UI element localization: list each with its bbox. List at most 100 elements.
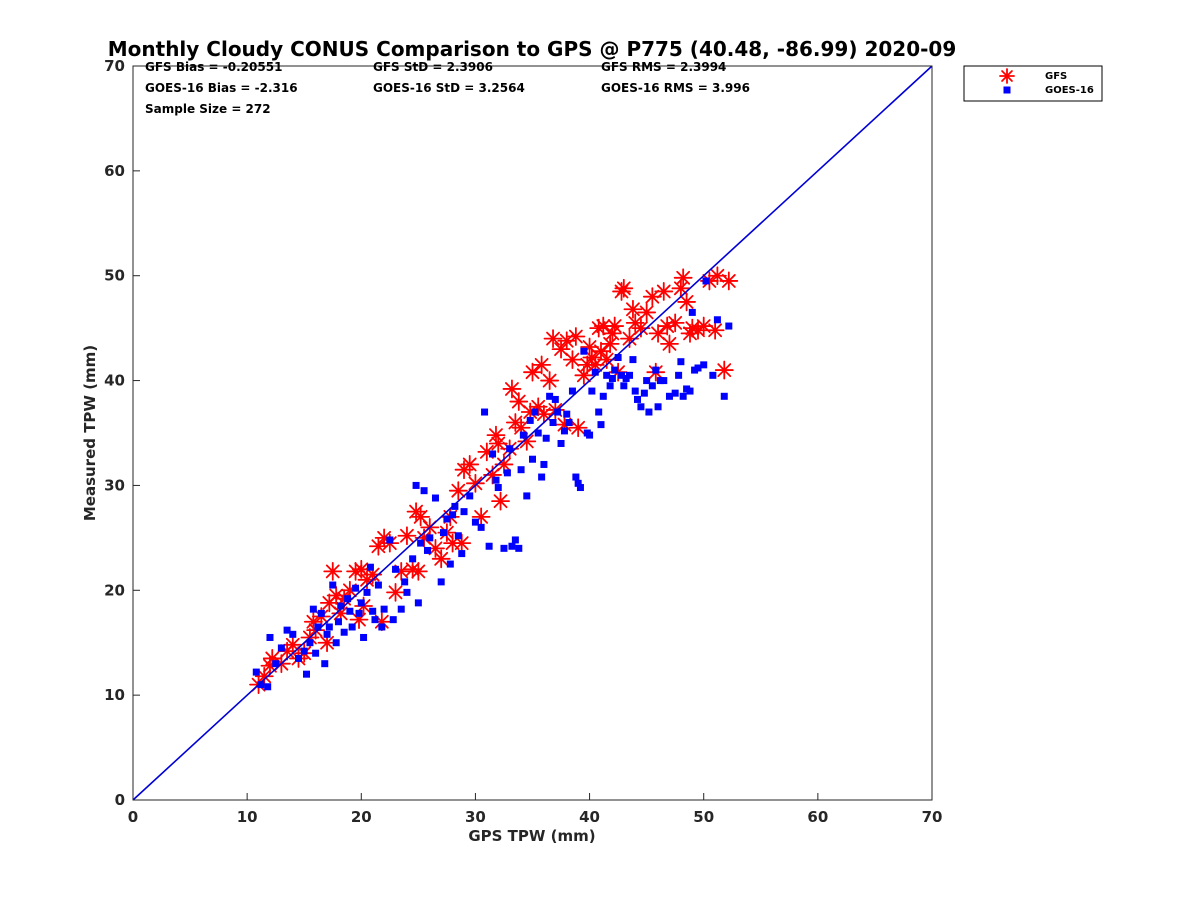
gfs-point-102 (665, 313, 685, 333)
goes16-point-110 (618, 371, 626, 379)
goes16-point-90 (560, 427, 568, 435)
gfs-point-95 (637, 303, 657, 322)
goes16-point-69 (500, 544, 508, 552)
gfs-point-73 (563, 350, 582, 370)
goes16-point-61 (466, 492, 474, 500)
y-tick-label-3: 30 (104, 476, 125, 494)
gfs-point-54 (491, 491, 510, 511)
goes16-point-127 (671, 389, 679, 397)
gfs-point-90 (614, 278, 634, 298)
goes16-point-60 (460, 508, 468, 516)
goes16-point-48 (420, 487, 428, 495)
gfs-point-98 (648, 323, 668, 343)
goes16-point-22 (337, 602, 345, 610)
goes16-point-114 (629, 356, 637, 364)
gfs-point-48 (466, 473, 485, 493)
one-to-one-reference-line (132, 65, 933, 801)
goes16-point-132 (686, 387, 694, 395)
gfs-point-67 (540, 371, 560, 390)
goes16-point-29 (357, 599, 365, 607)
goes16-point-11 (306, 639, 314, 647)
goes16-point-70 (503, 469, 511, 477)
goes16-point-130 (679, 392, 687, 400)
x-tick-label-5: 50 (693, 808, 714, 826)
gfs-point-109 (694, 316, 714, 336)
goes16-point-0 (252, 668, 260, 676)
goes16-point-136 (700, 361, 708, 369)
legend-label-goes16: GOES-16 (1045, 85, 1094, 96)
legend-gfs-asterisk (999, 68, 1015, 84)
goes16-point-85 (546, 392, 554, 400)
goes16-point-137 (702, 277, 710, 285)
goes16-point-64 (481, 408, 489, 416)
goes16-point-46 (414, 599, 422, 607)
goes16-point-33 (369, 607, 377, 615)
goes16-point-78 (526, 416, 534, 424)
goes16-point-139 (713, 316, 721, 324)
gfs-point-82 (591, 341, 611, 361)
goes16-point-17 (323, 630, 331, 638)
goes16-point-5 (277, 644, 285, 652)
goes16-point-8 (295, 654, 303, 662)
goes16-point-73 (511, 536, 519, 544)
y-axis-label: Measured TPW (mm) (81, 345, 99, 521)
goes16-point-113 (626, 371, 634, 379)
goes16-point-141 (725, 322, 733, 330)
y-tick-label-4: 40 (104, 372, 125, 390)
y-tick-label-1: 10 (104, 686, 125, 704)
goes16-point-30 (360, 633, 368, 641)
goes16-point-68 (494, 484, 502, 492)
gfs-point-6 (283, 635, 303, 655)
goes16-point-58 (454, 532, 462, 540)
goes16-point-84 (542, 434, 550, 442)
goes16-point-117 (637, 403, 645, 411)
gfs-point-114 (719, 271, 739, 291)
stat-gfs-bias: GFS Bias = -0.20551 (145, 60, 282, 74)
gfs-point-40 (431, 549, 451, 569)
goes16-point-109 (614, 354, 622, 362)
goes16-point-31 (363, 588, 371, 596)
legend-label-gfs: GFS (1045, 71, 1067, 82)
goes16-point-49 (423, 546, 431, 554)
x-axis-ticks: 0 10 20 30 40 50 60 70 (128, 793, 942, 826)
y-axis-ticks: 0 10 20 30 40 50 60 70 (104, 57, 140, 809)
axes-frame (132, 65, 933, 801)
stat-gfs-rms: GFS RMS = 2.3994 (601, 60, 726, 74)
goes16-point-38 (386, 536, 394, 544)
goes16-point-100 (588, 387, 596, 395)
goes16-point-32 (366, 563, 374, 571)
goes16-point-67 (492, 476, 500, 484)
gfs-point-44 (448, 481, 468, 501)
goes16-point-35 (374, 581, 382, 589)
goes16-point-74 (515, 544, 523, 552)
goes16-point-102 (595, 408, 603, 416)
goes16-point-12 (309, 605, 317, 613)
goes16-point-80 (531, 408, 539, 416)
goes16-point-34 (371, 616, 379, 624)
y-tick-label-0: 0 (115, 791, 125, 809)
x-tick-label-4: 40 (579, 808, 600, 826)
x-axis-label: GPS TPW (mm) (468, 827, 595, 845)
goes16-point-23 (340, 628, 348, 636)
gfs-point-87 (605, 316, 625, 336)
gfs-point-101 (660, 334, 679, 354)
goes16-point-25 (346, 607, 354, 615)
gfs-point-113 (714, 360, 734, 380)
gfs-point-57 (502, 379, 522, 399)
goes16-point-123 (654, 403, 662, 411)
goes16-point-103 (597, 421, 605, 429)
goes16-point-54 (443, 515, 451, 523)
goes16-point-111 (620, 382, 628, 390)
goes16-point-16 (321, 660, 329, 668)
gfs-point-32 (397, 526, 417, 546)
y-tick-label-6: 60 (104, 162, 125, 180)
goes16-point-77 (523, 492, 531, 500)
gfs-point-15 (323, 562, 343, 581)
goes16-point-15 (317, 609, 325, 617)
x-tick-label-6: 60 (807, 808, 828, 826)
goes16-point-52 (437, 578, 445, 586)
goes16-point-88 (554, 408, 562, 416)
gfs-point-75 (568, 418, 588, 438)
goes16-point-97 (580, 347, 588, 355)
gfs-point-30 (386, 582, 405, 602)
